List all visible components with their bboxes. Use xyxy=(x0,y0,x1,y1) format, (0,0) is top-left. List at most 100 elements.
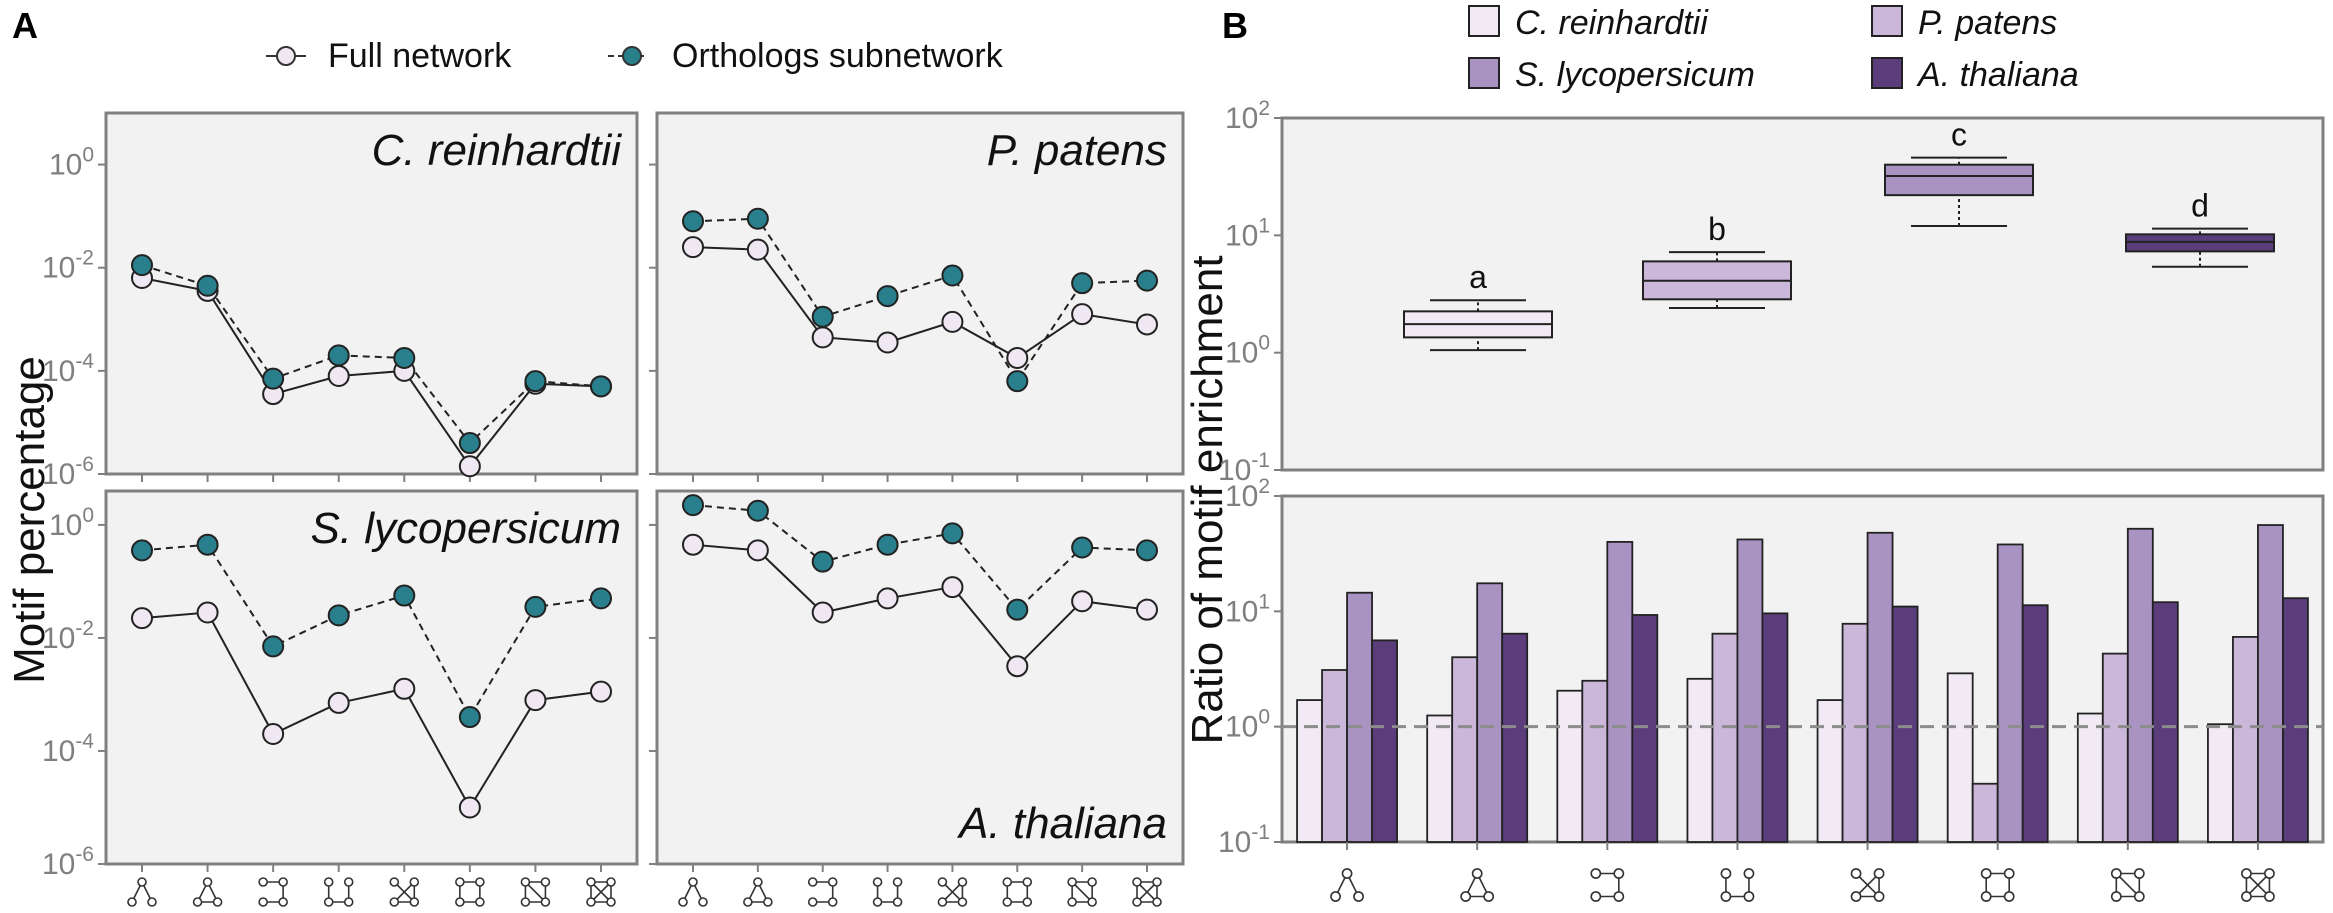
panel-a-sub-3: A. thaliana xyxy=(649,489,1185,907)
orth-point xyxy=(746,207,769,230)
motif-triangle-icon xyxy=(192,877,223,907)
bar-2-4 xyxy=(1866,531,1894,843)
motif-node xyxy=(2133,868,2145,879)
full-point xyxy=(262,723,285,746)
motif-node xyxy=(1002,877,1013,887)
ytick-label: 100 xyxy=(49,144,94,182)
motif-node xyxy=(763,897,773,907)
motif-node xyxy=(258,877,268,887)
ytick-label-exp: 2 xyxy=(1258,97,1270,120)
motif-node xyxy=(1152,877,1162,887)
motif-four-path-icon xyxy=(258,877,288,907)
full-line xyxy=(141,611,602,810)
orth-point xyxy=(876,285,899,308)
motif-node xyxy=(586,877,596,887)
orth-point xyxy=(196,274,219,297)
motif-node xyxy=(872,877,883,887)
species-label: C. reinhardtii xyxy=(372,126,623,175)
ytick-label-exp: 0 xyxy=(1258,706,1270,729)
motif-node xyxy=(409,897,420,907)
bar-2-0 xyxy=(1346,591,1373,843)
bar-0-0 xyxy=(1296,699,1323,843)
motif-four-path-icon xyxy=(807,877,838,907)
motif-node xyxy=(1460,891,1472,902)
motif-four-clique-icon xyxy=(1132,877,1162,907)
ytick-label-base: 10 xyxy=(49,509,82,542)
orth-point xyxy=(131,254,153,277)
box-body xyxy=(1884,163,2034,197)
bar-3-6 xyxy=(2151,601,2179,843)
orth-point xyxy=(327,604,350,627)
full-point xyxy=(1006,346,1029,369)
ytick-label-base: 10 xyxy=(42,458,75,491)
motif-node xyxy=(1980,891,1992,902)
bar-0-5 xyxy=(1946,672,1974,843)
full-point xyxy=(941,310,964,333)
bar-0-6 xyxy=(2076,712,2104,843)
ytick-label-base: 10 xyxy=(42,735,75,768)
bar-0-2 xyxy=(1556,689,1584,843)
box-3: d xyxy=(2125,188,2275,268)
group-label: a xyxy=(1469,259,1487,295)
motif-diamond-icon xyxy=(520,877,551,907)
ytick-label: 10-4 xyxy=(42,730,94,768)
ytick-label-base: 10 xyxy=(1225,595,1258,628)
ytick-label-base: 10 xyxy=(1225,102,1258,135)
subpanel-frame xyxy=(655,111,1185,476)
legend-b-swatch-1 xyxy=(1871,5,1903,37)
motif-node xyxy=(1873,891,1885,902)
motif-four-cycle-icon xyxy=(455,877,485,907)
ytick-label: 102 xyxy=(1225,475,1270,513)
ytick-label-base: 10 xyxy=(1225,219,1258,252)
full-point xyxy=(393,677,416,700)
orth-point xyxy=(1006,598,1029,621)
full-point xyxy=(590,680,612,703)
motif-tailed-triangle-icon xyxy=(937,877,968,907)
motif-node xyxy=(455,877,465,887)
motif-node xyxy=(212,897,223,907)
motif-node xyxy=(1022,897,1033,907)
motif-tailed-triangle-icon xyxy=(1850,868,1885,902)
ytick-label: 101 xyxy=(1225,590,1270,628)
ytick-label-exp: -4 xyxy=(75,730,94,753)
motif-node xyxy=(872,897,883,907)
group-label: c xyxy=(1951,117,1967,153)
bar-3-4 xyxy=(1891,605,1919,843)
legend-b-swatch-2 xyxy=(1468,57,1500,89)
bar-1-4 xyxy=(1841,622,1869,843)
orth-point xyxy=(1136,269,1158,292)
full-point xyxy=(327,365,350,388)
ytick-label-base: 10 xyxy=(1225,337,1258,370)
bar-2-2 xyxy=(1606,540,1634,843)
bar-0-4 xyxy=(1816,699,1844,843)
motif-node xyxy=(520,897,531,907)
ytick-label: 10-2 xyxy=(42,247,94,285)
orth-line xyxy=(141,264,602,445)
bar-3-5 xyxy=(2021,604,2049,843)
motif-node xyxy=(1002,897,1013,907)
orth-point xyxy=(458,706,481,729)
orth-point xyxy=(131,539,153,562)
ytick-label: 10-6 xyxy=(42,453,94,491)
motif-node xyxy=(2003,868,2015,879)
full-point xyxy=(876,587,899,610)
legend-full-label: Full network xyxy=(328,37,512,75)
motif-node xyxy=(753,877,763,887)
bar-2-7 xyxy=(2257,524,2284,843)
motif-node xyxy=(1087,897,1097,907)
ytick-label: 10-1 xyxy=(1218,821,1270,859)
bar-0-1 xyxy=(1426,714,1454,843)
motif-node xyxy=(2241,868,2252,879)
ytick-label-base: 10 xyxy=(42,252,75,285)
bar-1-1 xyxy=(1451,656,1479,843)
full-line xyxy=(692,246,1148,360)
motif-node xyxy=(957,877,968,887)
ytick-label-exp: 1 xyxy=(1258,214,1270,237)
motif-node xyxy=(807,877,818,887)
bar-3-0 xyxy=(1371,639,1398,843)
bar-0-3 xyxy=(1686,677,1714,843)
motif-four-cycle-icon xyxy=(1980,868,2015,902)
